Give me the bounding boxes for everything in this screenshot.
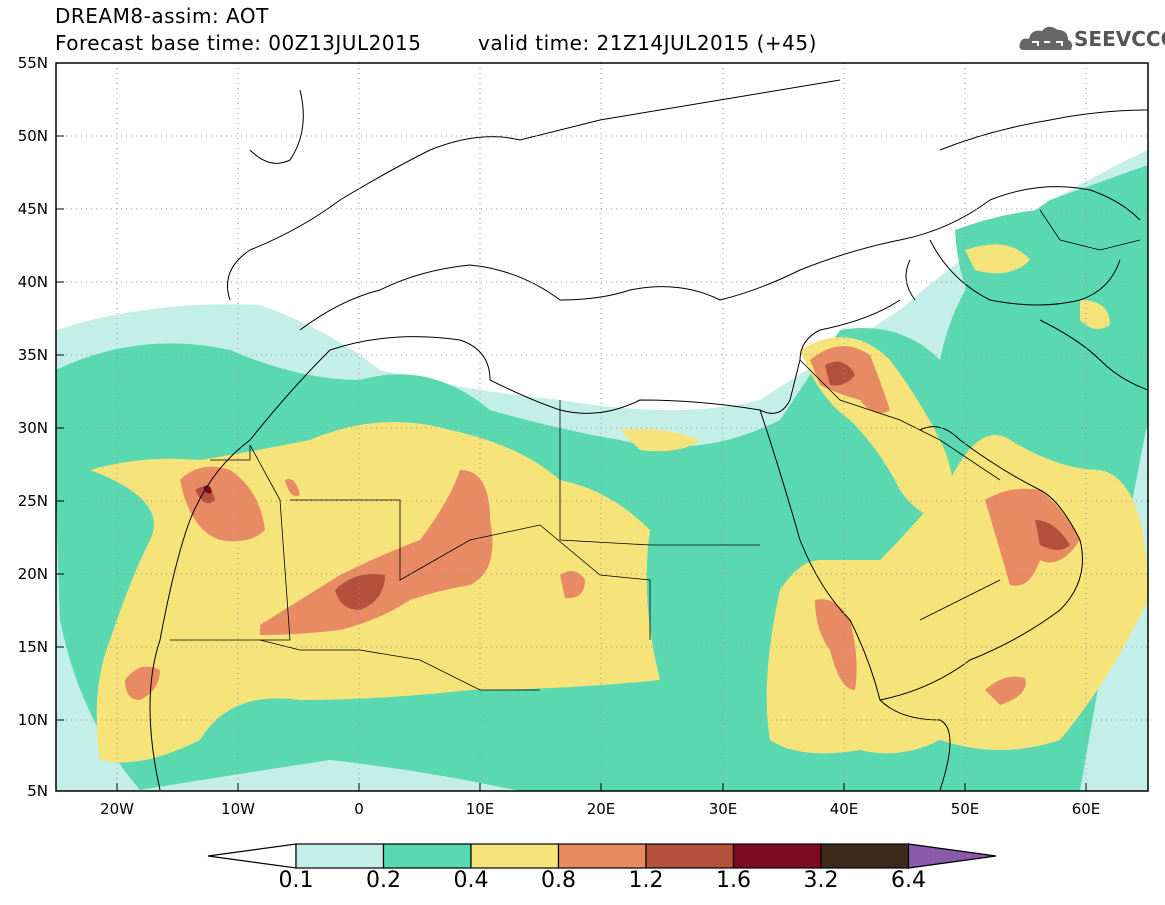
aot-contour-0.8 (125, 346, 1080, 705)
colorbar-label: 0.4 (453, 868, 489, 893)
lon-label: 40E (829, 800, 859, 818)
lon-label: 20E (586, 800, 616, 818)
lat-label: 20N (17, 565, 48, 583)
lat-label: 45N (17, 200, 48, 218)
logo-text: SEEVCCC (1074, 27, 1165, 51)
lat-label: 40N (17, 273, 48, 291)
lon-label: 30E (708, 800, 738, 818)
forecast-base-time: Forecast base time: 00Z13JUL2015 (55, 31, 422, 55)
map-frame (55, 62, 1149, 792)
colorbar-label: 3.2 (803, 868, 839, 893)
lat-label: 25N (17, 492, 48, 510)
lat-label: 55N (17, 54, 48, 72)
colorbar-label: 0.1 (278, 868, 314, 893)
lat-label: 35N (17, 346, 48, 364)
colorbar-label: 0.8 (541, 868, 576, 893)
lat-label: 5N (27, 782, 48, 800)
lon-label: 60E (1071, 800, 1101, 818)
lat-label: 15N (17, 638, 48, 656)
coastlines (149, 79, 1148, 791)
colorbar-label: 1.6 (716, 868, 751, 893)
map-title: DREAM8-assim: AOT (55, 4, 269, 28)
lat-label: 50N (17, 127, 48, 145)
axis-ticks (56, 135, 1087, 791)
lon-label: 50E (950, 800, 980, 818)
lon-label: 0 (354, 800, 364, 818)
colorbar-label: 0.2 (366, 868, 401, 893)
grid-lines (56, 63, 1148, 791)
lon-label: 10E (465, 800, 495, 818)
valid-time: valid time: 21Z14JUL2015 (+45) (478, 31, 817, 55)
lon-label: 10W (221, 800, 255, 818)
colorbar-label: 1.2 (628, 868, 664, 893)
lat-label: 10N (17, 711, 48, 729)
colorbar-label: 6.4 (891, 868, 926, 893)
lon-label: 20W (100, 800, 134, 818)
aot-contour-1.6 (203, 485, 212, 494)
cloud-logo-icon (1019, 26, 1072, 50)
lat-label: 30N (17, 419, 48, 437)
country-borders (170, 209, 1141, 691)
